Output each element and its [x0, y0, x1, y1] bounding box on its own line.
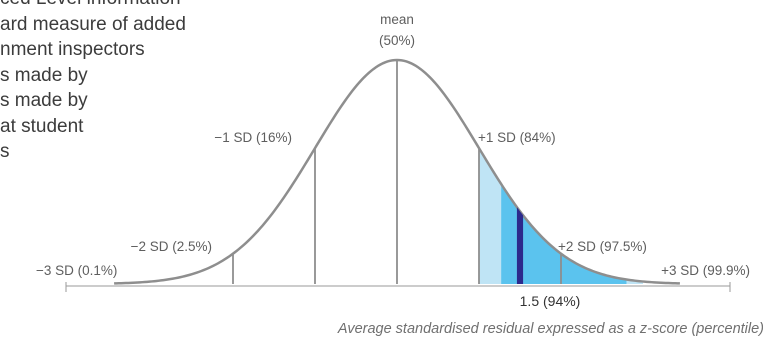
intro-line: s made by [0, 64, 88, 86]
shaded-region [501, 184, 627, 284]
sd-label: −2 SD (2.5%) [131, 239, 212, 254]
sd-label: −3 SD (0.1%) [36, 263, 117, 278]
x-axis-label: Average standardised residual expressed … [337, 321, 763, 337]
sd-label: −1 SD (16%) [214, 130, 292, 145]
bell-curve [114, 58, 680, 285]
marker-band [516, 207, 524, 284]
sd-gridlines [232, 60, 562, 284]
shaded-region [479, 148, 502, 284]
mean-label-line1: mean [380, 12, 414, 27]
sd-label: +3 SD (99.9%) [661, 263, 750, 278]
intro-line: nment inspectors [0, 39, 145, 60]
intro-line: ced Level information [0, 0, 300, 12]
x-axis [65, 282, 731, 292]
intro-line: s made by [0, 90, 88, 111]
marker-label: 1.5 (94%) [520, 293, 581, 309]
intro-line: s [0, 141, 10, 162]
sd-labels: −3 SD (0.1%) −2 SD (2.5%) −1 SD (16%) +1 SD… [36, 130, 750, 278]
intro-text: ced Level information ard measure of add… [0, 0, 300, 165]
intro-line: at student [0, 115, 84, 137]
intro-line: ard measure of added [0, 13, 186, 35]
marker-group [516, 207, 524, 284]
sd-label: +2 SD (97.5%) [558, 239, 647, 254]
mean-label-line2: (50%) [379, 33, 415, 48]
sd-label: +1 SD (84%) [478, 130, 556, 145]
